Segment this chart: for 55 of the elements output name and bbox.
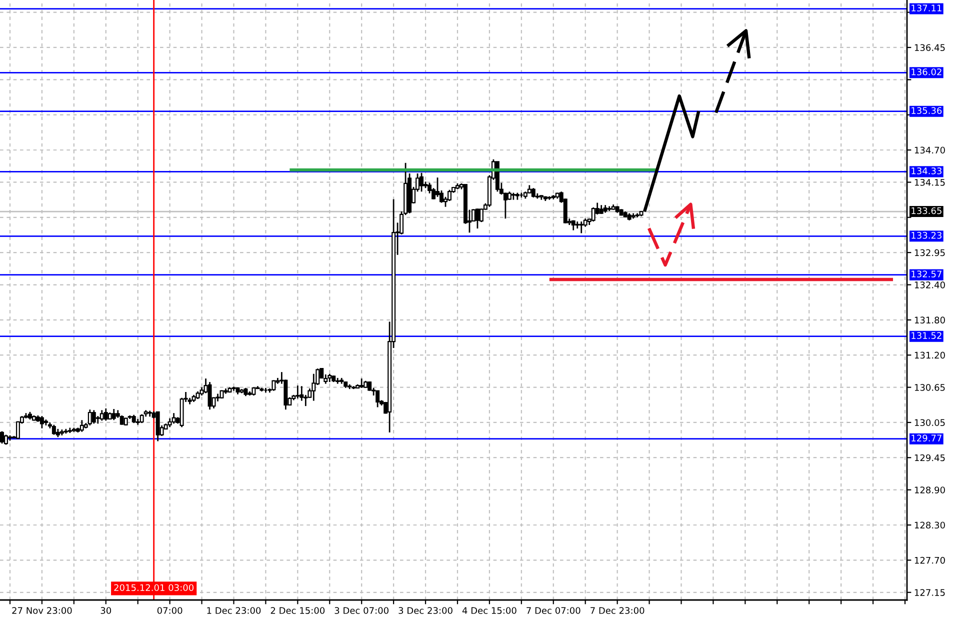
y-tick-label: 131.80 [914,316,945,324]
candlestick [112,408,116,421]
y-tick-label: 132.40 [914,281,945,288]
candlestick [591,206,596,222]
x-tick-label: 3 Dec 23:00 [398,607,452,614]
candlestick [92,409,96,424]
x-tick-label: 2015.12.01 03:00 [114,584,194,592]
y-tick-label: 128.90 [914,486,945,494]
ref-line-label: 133.23 [912,232,942,239]
y-tick-label: 130.05 [914,419,945,426]
ref-line-label: 133.65 [912,207,942,214]
candlestick [88,408,92,426]
candlestick [296,384,300,400]
candlestick [80,419,84,433]
candlestick [579,220,584,234]
y-tick-label: 134.15 [914,178,945,186]
x-tick-label: 30 [100,607,112,614]
y-tick-label: 131.20 [914,352,945,359]
y-tick-label: 129.45 [914,454,945,462]
x-tick-label: 07:00 [157,607,182,614]
y-tick-label: 134.70 [914,146,945,154]
candlestick [475,208,480,230]
y-tick-label: 136.45 [914,44,945,52]
candlestick [172,412,176,424]
candlestick [360,378,364,389]
ref-line-label: 135.36 [912,107,942,114]
ref-line-label: 129.77 [912,434,942,442]
candlestick [0,430,4,444]
y-tick-label: 128.30 [914,522,945,529]
x-tick-label: 2 Dec 15:00 [270,607,325,614]
x-tick-label: 1 Dec 23:00 [207,607,261,614]
x-tick-label: 27 Nov 23:00 [12,607,72,614]
ref-line-label: 132.57 [912,270,942,278]
x-tick-label: 4 Dec 15:00 [462,607,516,614]
x-tick-label: 3 Dec 07:00 [334,607,388,614]
candlestick [156,411,160,442]
ref-line-label: 131.52 [912,332,942,339]
ref-line-label: 136.02 [912,68,942,76]
candlestick [40,415,44,430]
x-tick-label: 7 Dec 23:00 [590,607,644,614]
candlestick [100,409,104,422]
candlestick [4,434,8,446]
candlestick [420,172,424,192]
candlestick [52,424,56,436]
y-tick-label: 127.70 [914,556,945,564]
ref-line-label: 134.33 [912,167,942,174]
candlestick [376,390,380,408]
candlestick [531,187,536,198]
candlestick [104,408,108,422]
y-tick-label: 127.15 [914,589,945,596]
x-tick-label: 7 Dec 07:00 [526,607,580,614]
candlestick [208,381,212,410]
ref-line-label: 137.11 [912,4,942,12]
y-tick-label: 130.65 [914,384,945,391]
y-tick-label: 132.95 [914,249,945,256]
